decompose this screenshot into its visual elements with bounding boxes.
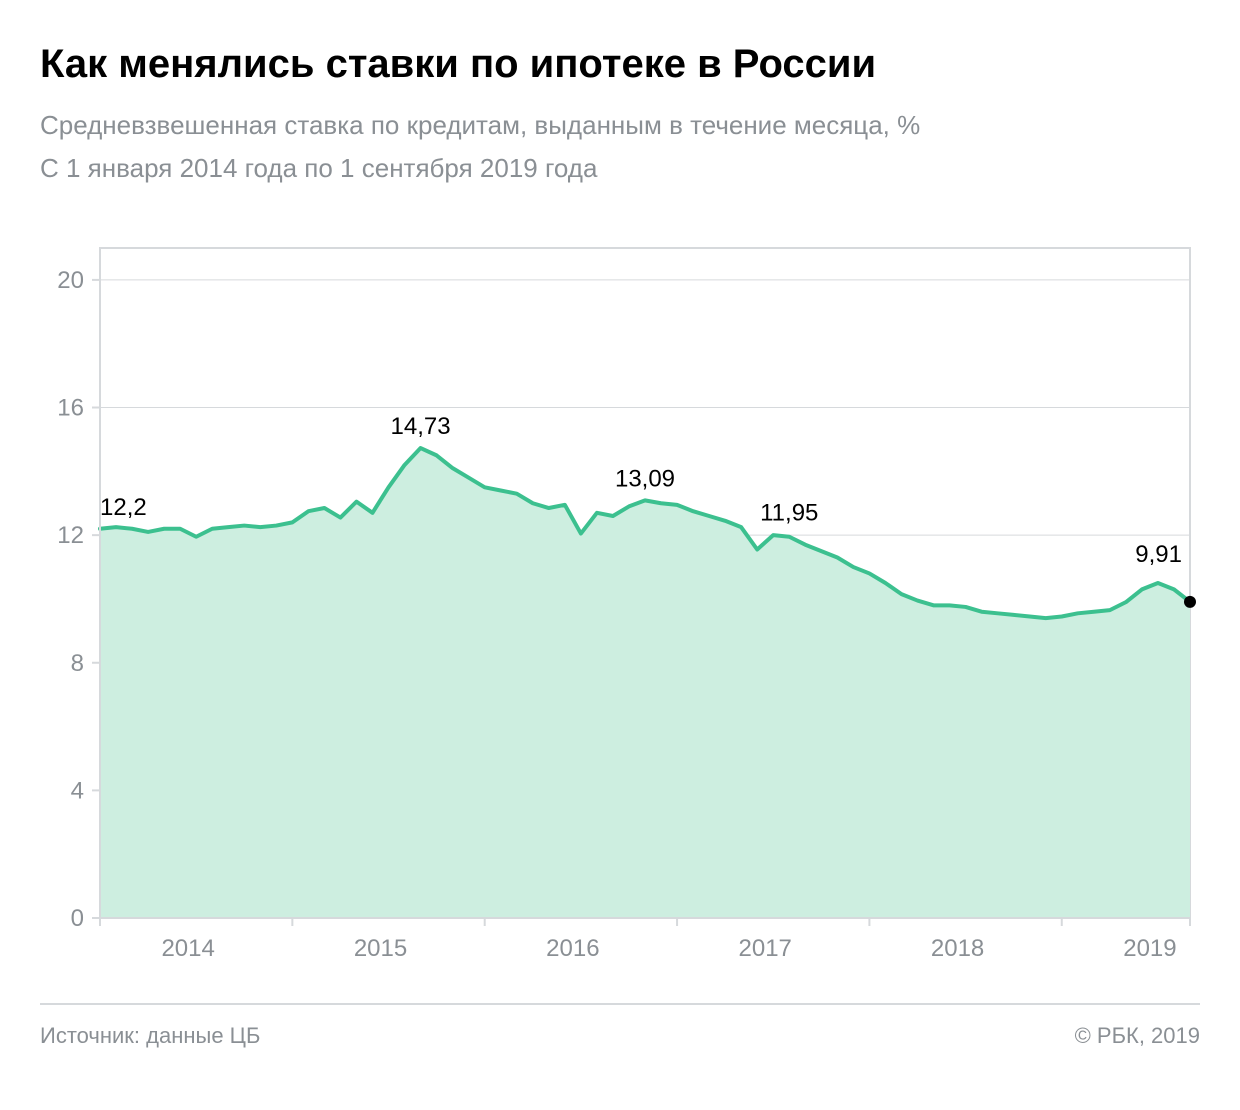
point-annotation: 13,09 xyxy=(615,465,675,492)
x-year-label: 2014 xyxy=(161,935,214,962)
point-annotation: 9,91 xyxy=(1135,541,1182,568)
y-tick-label: 12 xyxy=(57,522,84,549)
x-year-label: 2019 xyxy=(1123,935,1176,962)
chart-subtitle-1: Средневзвешенная ставка по кредитам, выд… xyxy=(40,106,1200,145)
chart-subtitle-2: С 1 января 2014 года по 1 сентября 2019 … xyxy=(40,149,1200,188)
area-chart: 0 4 8 12 16 20 2014 2015 2016 2017 2018 2019 12,2 14,… xyxy=(40,218,1200,978)
point-annotation: 11,95 xyxy=(760,500,818,527)
y-tick-label: 0 xyxy=(71,905,84,932)
y-tick-label: 4 xyxy=(71,777,84,804)
x-year-label: 2018 xyxy=(931,935,984,962)
y-tick-label: 20 xyxy=(57,267,84,294)
area-fill xyxy=(100,448,1190,918)
point-annotation: 14,73 xyxy=(391,413,451,440)
chart-title: Как менялись ставки по ипотеке в России xyxy=(40,40,1200,88)
source-label: Источник: данные ЦБ xyxy=(40,1023,260,1049)
point-annotation: 12,2 xyxy=(100,494,147,521)
copyright-label: © РБК, 2019 xyxy=(1075,1023,1200,1049)
plot-area: 0 4 8 12 16 20 2014 2015 2016 2017 2018 2019 12,2 14,… xyxy=(40,218,1200,983)
chart-container: Как менялись ставки по ипотеке в России … xyxy=(0,0,1240,1110)
y-tick-label: 8 xyxy=(71,650,84,677)
end-marker xyxy=(1184,596,1196,608)
y-tick-label: 16 xyxy=(57,395,84,422)
x-year-label: 2015 xyxy=(354,935,407,962)
x-year-label: 2016 xyxy=(546,935,599,962)
x-year-label: 2017 xyxy=(739,935,792,962)
chart-footer: Источник: данные ЦБ © РБК, 2019 xyxy=(40,1003,1200,1049)
